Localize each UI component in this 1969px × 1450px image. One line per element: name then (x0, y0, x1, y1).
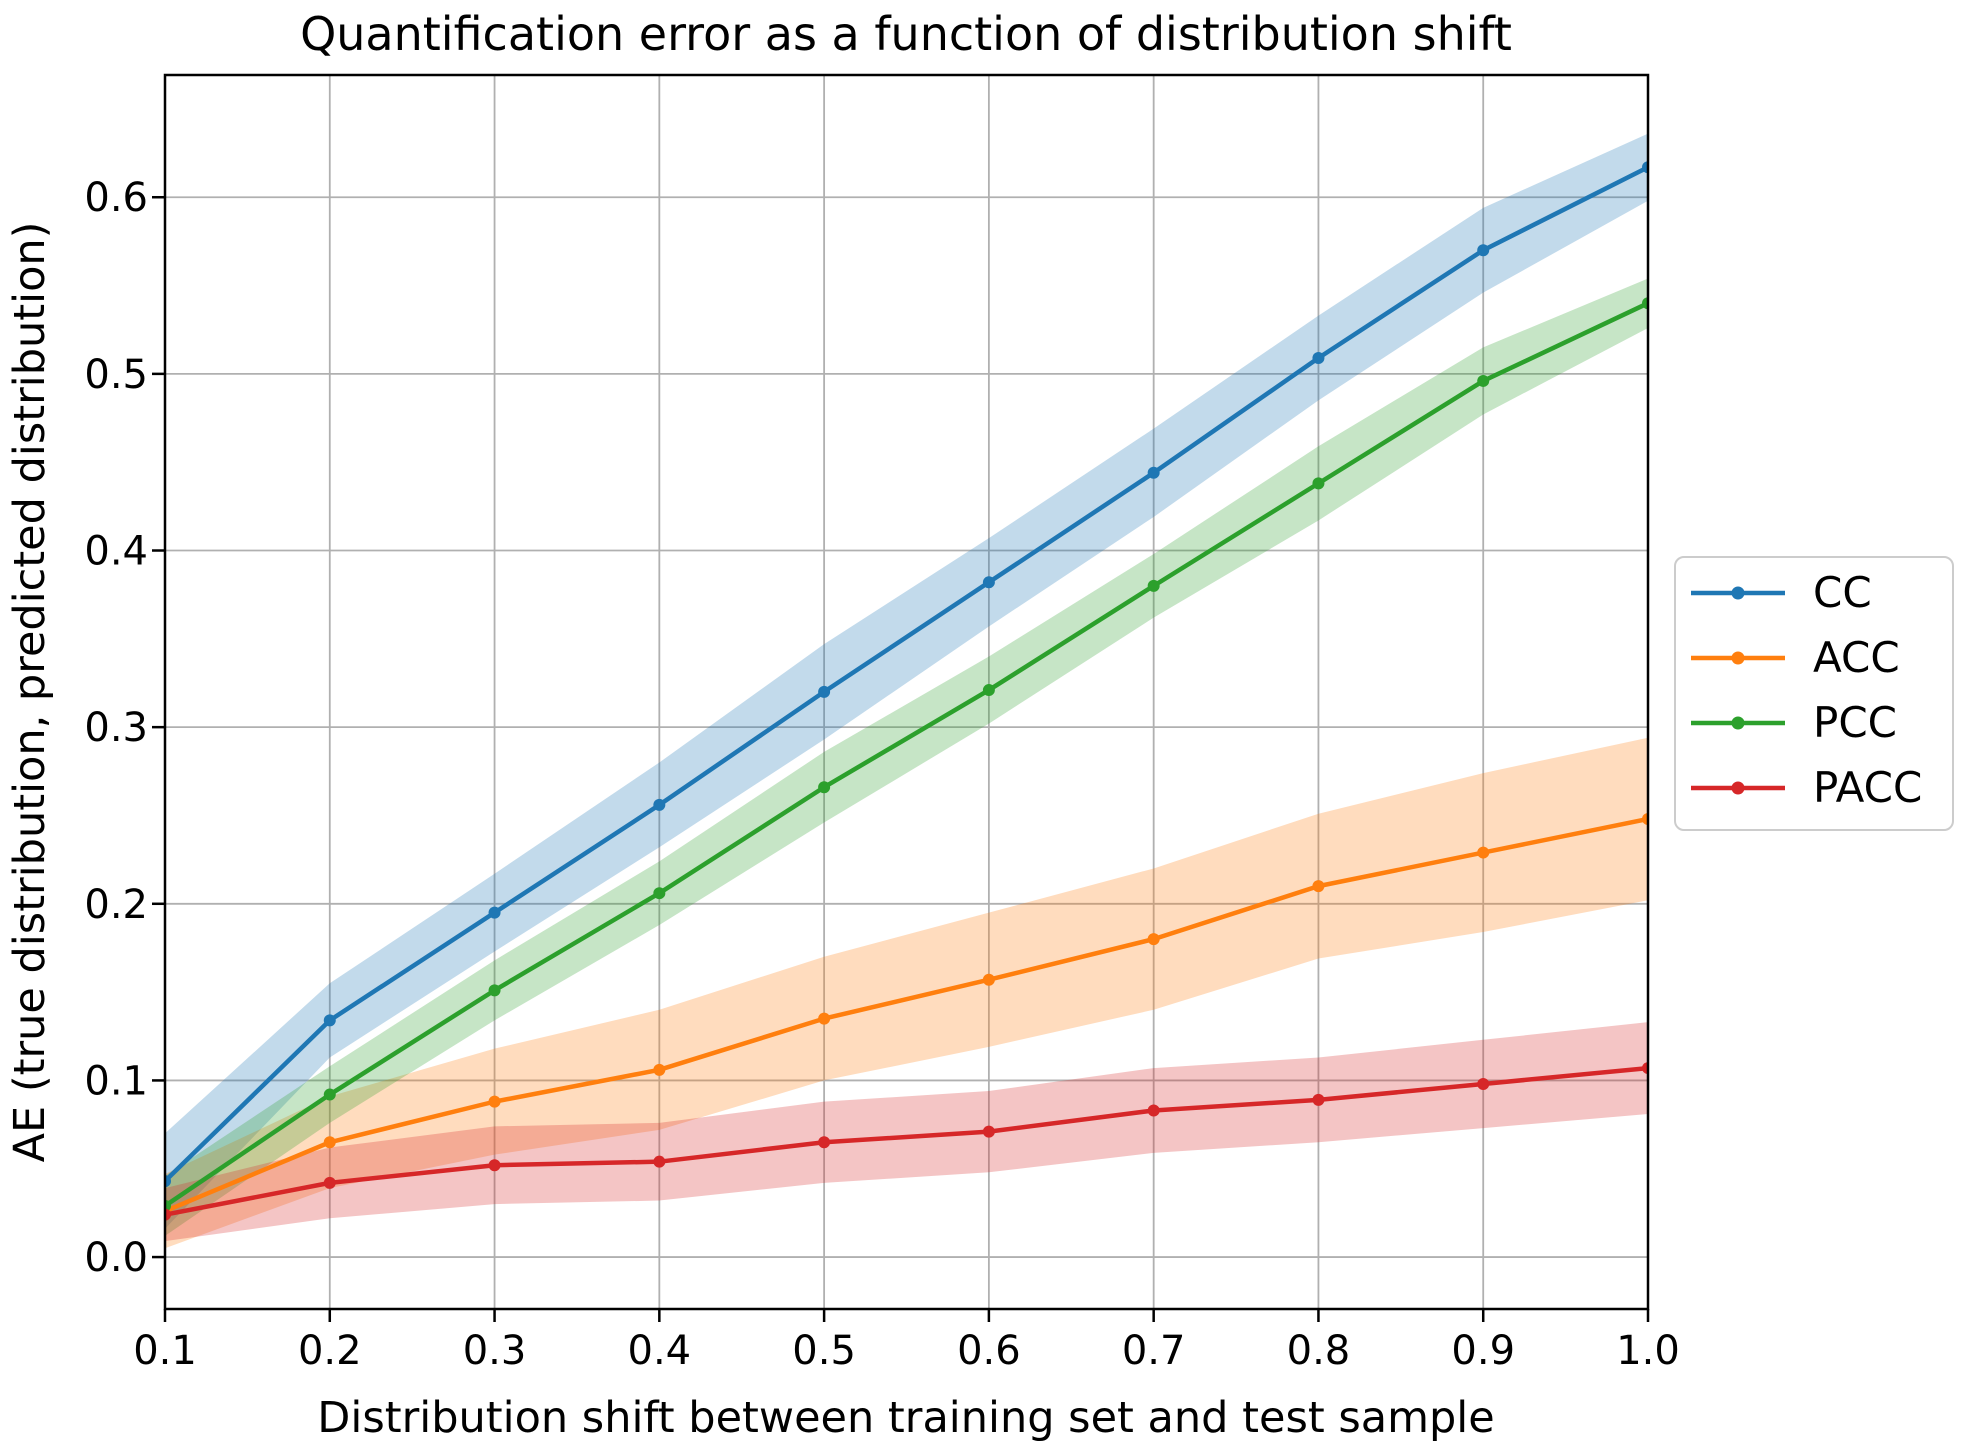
legend-label: PACC (1813, 763, 1922, 812)
marker-pcc (818, 781, 831, 794)
marker-cc (165, 1175, 171, 1188)
marker-pacc (1147, 1104, 1160, 1117)
line-acc (165, 816, 1648, 1214)
marker-acc (1642, 813, 1648, 826)
marker-pacc (488, 1159, 501, 1172)
x-tick-label: 0.5 (792, 1328, 856, 1374)
legend-marker (1731, 781, 1745, 795)
y-tick-label: 0.0 (84, 1235, 148, 1281)
marker-cc (653, 798, 666, 811)
marker-acc (1312, 880, 1325, 893)
marker-pacc (982, 1125, 995, 1138)
confidence-band-pacc (165, 1022, 1648, 1242)
marker-pacc (1642, 1062, 1648, 1075)
line-cc (165, 165, 1648, 1183)
marker-cc (1147, 466, 1160, 479)
marker-acc (1147, 933, 1160, 946)
legend-marker (1731, 651, 1745, 665)
x-tick-label: 0.9 (1451, 1328, 1515, 1374)
x-tick-label: 0.8 (1287, 1328, 1351, 1374)
marker-pcc (1312, 477, 1325, 490)
y-tick-label: 0.2 (84, 882, 148, 928)
marker-pcc (653, 887, 666, 900)
legend-marker (1731, 586, 1745, 600)
legend-box (1674, 556, 1954, 831)
plot-border (163, 73, 1650, 1311)
marker-pcc (1477, 374, 1490, 387)
marker-pacc (1477, 1077, 1490, 1090)
axes-spines-ticks (152, 73, 1650, 1322)
marker-cc (982, 576, 995, 589)
marker-pcc (1147, 579, 1160, 592)
marker-acc (488, 1095, 501, 1108)
marker-pcc (982, 684, 995, 697)
marker-pacc (323, 1176, 336, 1189)
y-tick-label: 0.1 (84, 1058, 148, 1104)
x-tick-label: 0.6 (957, 1328, 1021, 1374)
chart-title: Quantification error as a function of di… (300, 7, 1512, 61)
confidence-bands (165, 133, 1648, 1249)
series-lines (165, 161, 1648, 1221)
confidence-band-cc (165, 133, 1648, 1229)
marker-acc (982, 973, 995, 986)
legend-label: CC (1813, 568, 1872, 617)
y-tick-label: 0.4 (84, 529, 148, 575)
legend-item-pcc: PCC (1691, 698, 1897, 747)
legend-label: ACC (1813, 633, 1900, 682)
x-tick-label: 0.1 (133, 1328, 197, 1374)
line-pcc (165, 301, 1648, 1208)
legend-marker (1731, 716, 1745, 730)
marker-cc (1312, 351, 1325, 364)
marker-acc (653, 1063, 666, 1076)
marker-cc (818, 685, 831, 698)
y-tick-label: 0.3 (84, 705, 148, 751)
legend-item-pacc: PACC (1691, 763, 1922, 812)
legend-label: PCC (1813, 698, 1897, 747)
marker-pacc (1312, 1093, 1325, 1106)
confidence-band-pcc (165, 278, 1648, 1236)
marker-acc (818, 1012, 831, 1025)
legend-item-acc: ACC (1691, 633, 1900, 682)
confidence-band-acc (165, 737, 1648, 1249)
x-tick-label: 1.0 (1616, 1328, 1680, 1374)
marker-pacc (818, 1136, 831, 1149)
legend-item-cc: CC (1691, 568, 1872, 617)
marker-cc (323, 1014, 336, 1027)
y-tick-label: 0.6 (84, 175, 148, 221)
marker-cc (1642, 161, 1648, 174)
marker-pcc (1642, 297, 1648, 310)
marker-acc (323, 1136, 336, 1149)
x-axis-label: Distribution shift between training set … (317, 1393, 1494, 1443)
x-tick-label: 0.4 (628, 1328, 692, 1374)
marker-acc (1477, 846, 1490, 859)
y-tick-label: 0.5 (84, 352, 148, 398)
marker-cc (1477, 244, 1490, 257)
tick-labels: 0.1 0.2 0.3 0.4 0.5 0.6 0.7 0.8 0.9 1.0 0.0 0.1 0.2 0… (84, 175, 1679, 1374)
marker-pacc (653, 1155, 666, 1168)
x-tick-label: 0.3 (463, 1328, 527, 1374)
y-axis-label: AE (true distribution, predicted distrib… (5, 222, 55, 1163)
x-tick-label: 0.7 (1122, 1328, 1186, 1374)
marker-pcc (488, 984, 501, 997)
marker-cc (488, 906, 501, 919)
marker-pcc (165, 1199, 171, 1212)
marker-pcc (323, 1088, 336, 1101)
line-pacc (165, 1065, 1648, 1217)
x-tick-label: 0.2 (298, 1328, 362, 1374)
marker-pacc (165, 1208, 171, 1221)
legend: CC ACC PCC PACC (1674, 556, 1954, 831)
